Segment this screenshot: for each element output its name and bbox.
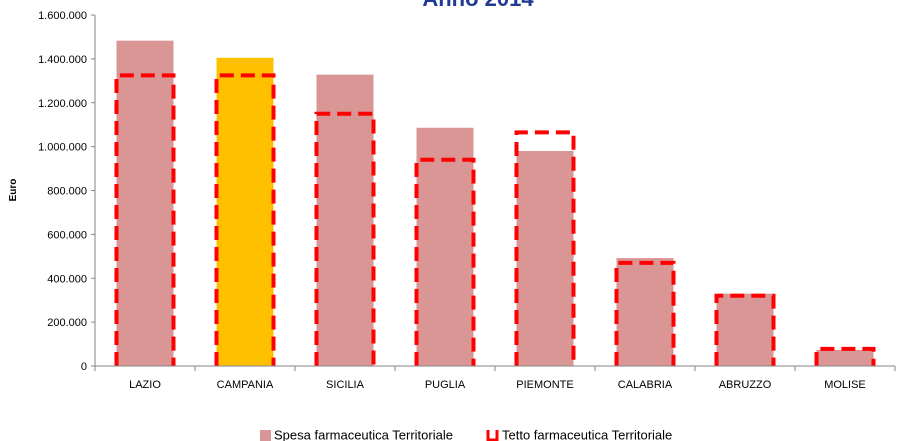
bar-spesa — [116, 40, 174, 367]
cap-outline-tetto — [114, 73, 176, 366]
bars-group — [116, 40, 874, 367]
cap-outline-tetto — [614, 260, 676, 366]
chart-title: Anno 2014 — [422, 0, 534, 11]
cap-outline-tetto — [314, 111, 376, 366]
y-tick-label: 1.200.000 — [38, 98, 87, 110]
x-tick-label: PIEMONTE — [516, 379, 573, 391]
y-tick-label: 400.000 — [47, 273, 87, 285]
y-tick-label: 600.000 — [47, 229, 87, 241]
y-tick-label: 1.000.000 — [38, 142, 87, 154]
legend-swatch-tetto — [486, 430, 499, 441]
y-tick-label: 800.000 — [47, 186, 87, 198]
legend-swatch-spesa — [260, 430, 271, 441]
bar-spesa — [816, 349, 874, 366]
y-tick-label: 200.000 — [47, 317, 87, 329]
cap-outline-tetto — [814, 346, 876, 366]
cap-outline-tetto — [414, 157, 476, 366]
cap-outlines-group — [114, 73, 876, 366]
y-tick-label: 1.400.000 — [38, 54, 87, 66]
x-tick-label: LAZIO — [129, 379, 161, 391]
legend-label-tetto: Tetto farmaceutica Territoriale — [502, 428, 672, 441]
bar-spesa — [416, 127, 474, 366]
cap-outline-tetto — [214, 73, 276, 366]
x-axis: LAZIO CAMPANIA SICILIA PUGLIA PIEMONTE CALABR… — [94, 365, 896, 391]
x-tick-label: SICILIA — [326, 379, 365, 391]
y-tick-label: 0 — [81, 361, 87, 373]
bar-spesa — [316, 74, 374, 367]
y-tick-label: 1.600.000 — [38, 10, 87, 22]
cap-outline-tetto — [514, 130, 576, 366]
y-axis-label: Euro — [8, 179, 19, 202]
bar-spesa — [716, 293, 774, 366]
x-tick-label: CALABRIA — [618, 379, 673, 391]
bar-spesa — [516, 151, 574, 366]
x-tick-label: CAMPANIA — [217, 379, 274, 391]
bar-spesa — [216, 57, 274, 366]
legend: Spesa farmaceutica Territoriale Tetto fa… — [260, 428, 672, 441]
x-tick-label: ABRUZZO — [719, 379, 772, 391]
bar-spesa — [616, 258, 674, 366]
x-tick-label: PUGLIA — [425, 379, 466, 391]
legend-label-spesa: Spesa farmaceutica Territoriale — [274, 428, 453, 441]
x-tick-label: MOLISE — [824, 379, 866, 391]
y-axis: 0 200.000 400.000 600.000 800.000 1.000.000 1.… — [38, 10, 96, 373]
